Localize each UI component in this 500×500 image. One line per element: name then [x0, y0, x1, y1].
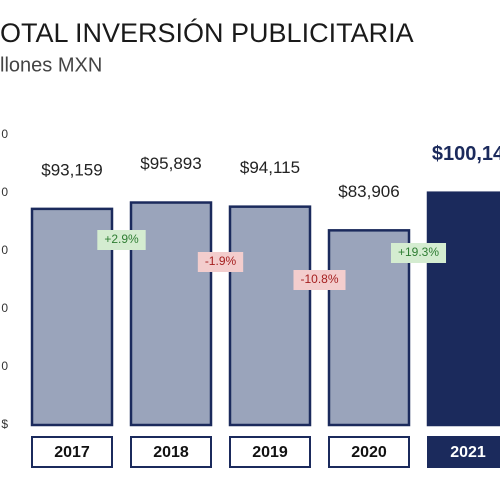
value-label: $94,115 [240, 158, 300, 177]
change-label: +2.9% [104, 232, 139, 246]
y-tick-label: 0 [1, 127, 8, 141]
change-label: -10.8% [300, 272, 338, 286]
change-box [197, 252, 244, 272]
change-box [293, 270, 346, 290]
x-tick-label: 2021 [450, 444, 486, 461]
change-label: -1.9% [205, 254, 237, 268]
category-box [229, 436, 311, 468]
category-box [31, 436, 113, 468]
change-label: +19.3% [398, 245, 439, 259]
y-tick-label: 0 [1, 243, 8, 257]
category-box [328, 436, 410, 468]
bar [228, 205, 312, 427]
change-box [97, 230, 146, 250]
value-label: $93,159 [41, 160, 102, 179]
category-box [130, 436, 212, 468]
x-tick-label: 2019 [252, 444, 288, 461]
change-box [390, 243, 447, 263]
value-label: $100,14 [432, 143, 500, 165]
x-tick-label: 2020 [351, 444, 387, 461]
y-tick-label: 0 [1, 301, 8, 315]
y-tick-label: 0 [1, 359, 8, 373]
category-box [427, 436, 500, 468]
bar [426, 191, 500, 427]
y-tick-label: 0 [1, 185, 8, 199]
x-tick-label: 2017 [54, 444, 90, 461]
x-tick-label: 2018 [153, 444, 189, 461]
value-label: $83,906 [338, 182, 399, 201]
y-tick-label: $ [1, 417, 8, 431]
chart-subtitle: llones MXN [0, 54, 102, 76]
chart-title: OTAL INVERSIÓN PUBLICITARIA [0, 17, 414, 48]
value-label: $95,893 [140, 154, 201, 173]
